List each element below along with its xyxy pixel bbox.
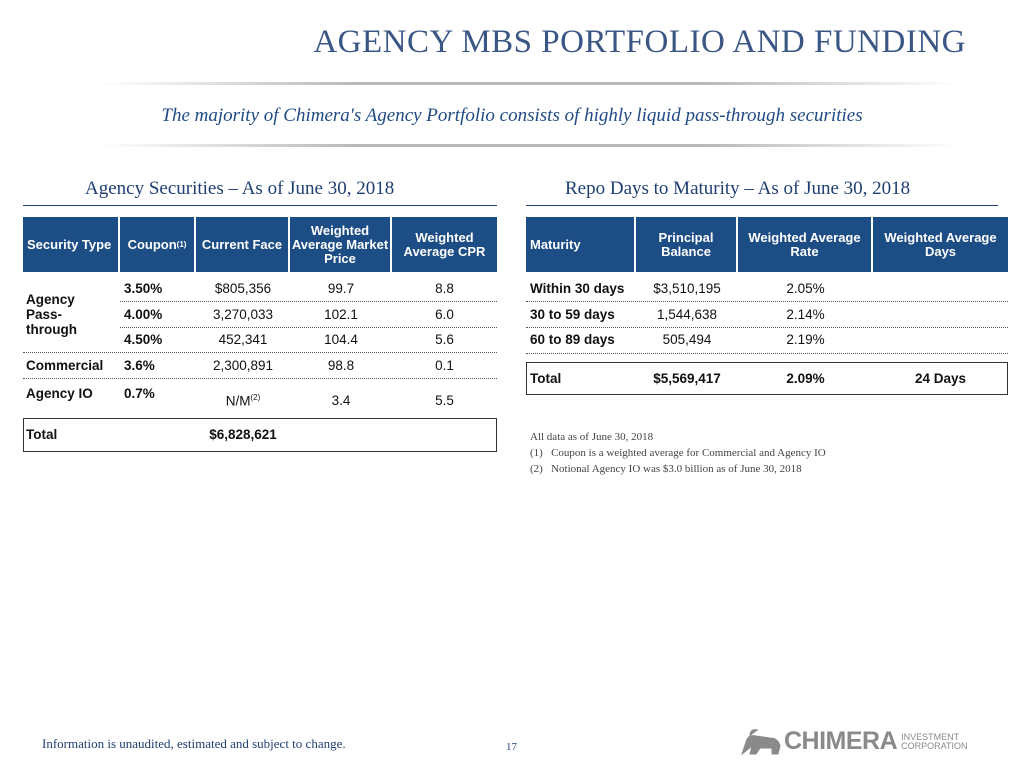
- balance: $3,510,195: [653, 281, 721, 296]
- chimera-lion-icon: [740, 728, 781, 755]
- total-days: 24 Days: [914, 371, 967, 386]
- heading-underline: [23, 205, 497, 206]
- rate: 2.19%: [786, 332, 825, 347]
- total-face: $6,828,621: [209, 427, 277, 442]
- face: $805,356: [214, 281, 272, 296]
- face: N/M(2): [196, 393, 290, 409]
- maturity: 60 to 89 days: [530, 332, 615, 347]
- security-type: Commercial: [26, 358, 104, 373]
- col-principal-balance: Principal Balance: [636, 217, 738, 272]
- balance: 505,494: [662, 332, 712, 347]
- rate: 2.14%: [786, 307, 825, 322]
- footnote-text: Coupon is a weighted average for Commerc…: [551, 447, 826, 459]
- cpr: 5.5: [435, 393, 454, 408]
- balance: 1,544,638: [656, 307, 718, 322]
- maturity: Within 30 days: [530, 281, 625, 296]
- as-of-note: All data as of June 30, 2018: [530, 431, 654, 443]
- face: 452,341: [218, 332, 268, 347]
- cpr: 8.8: [435, 281, 454, 296]
- divider: [100, 82, 960, 85]
- coupon: 3.50%: [124, 281, 163, 296]
- col-market-price: Weighted Average Market Price: [290, 217, 392, 272]
- coupon: 3.6%: [124, 358, 155, 373]
- rate: 2.05%: [786, 281, 825, 296]
- repo-heading: Repo Days to Maturity – As of June 30, 2…: [565, 178, 911, 199]
- footnote-number: (1): [530, 447, 543, 459]
- chimera-logo: CHIMERA INVESTMENT CORPORATION: [740, 727, 968, 756]
- col-coupon: Coupon (1): [120, 217, 196, 272]
- subtitle: The majority of Chimera's Agency Portfol…: [161, 105, 863, 126]
- price: 98.8: [327, 358, 355, 373]
- total-rate: 2.09%: [786, 371, 825, 386]
- coupon: 4.00%: [124, 307, 163, 322]
- price: 99.7: [327, 281, 355, 296]
- row-divider: [526, 301, 1008, 302]
- price: 102.1: [324, 307, 358, 322]
- total-row: [526, 362, 1008, 395]
- footnote-ref: (2): [250, 393, 261, 402]
- col-days: Weighted Average Days: [873, 217, 1008, 272]
- page-title: AGENCY MBS PORTFOLIO AND FUNDING: [313, 24, 966, 60]
- agency-securities-heading: Agency Securities – As of June 30, 2018: [85, 178, 395, 199]
- footnote-number: (2): [530, 463, 543, 475]
- security-type: Agency IO: [26, 386, 93, 401]
- price: 104.4: [324, 332, 358, 347]
- total-row: [23, 418, 497, 452]
- logo-subtext: INVESTMENT CORPORATION: [901, 731, 968, 751]
- disclaimer: Information is unaudited, estimated and …: [42, 736, 346, 751]
- col-maturity: Maturity: [526, 217, 636, 272]
- group-label: Agency Pass-through: [26, 292, 77, 337]
- heading-underline: [526, 205, 998, 206]
- footnote-text: Notional Agency IO was $3.0 billion as o…: [551, 463, 802, 475]
- coupon: 4.50%: [124, 332, 163, 347]
- col-cpr: Weighted Average CPR: [392, 217, 497, 272]
- divider: [100, 144, 960, 147]
- maturity: 30 to 59 days: [530, 307, 615, 322]
- cpr: 6.0: [435, 307, 454, 322]
- face-value: N/M: [225, 393, 251, 409]
- footnote-1: (1) Coupon is a weighted average for Com…: [530, 447, 826, 459]
- footnote-2: (2) Notional Agency IO was $3.0 billion …: [530, 463, 802, 475]
- col-coupon-label: Coupon: [127, 236, 177, 252]
- col-current-face: Current Face: [196, 217, 290, 272]
- page-number: 17: [506, 741, 517, 753]
- footnote-ref: (1): [176, 239, 187, 249]
- row-divider: [526, 327, 1008, 328]
- coupon: 0.7%: [124, 386, 155, 401]
- row-divider: [120, 301, 497, 302]
- row-divider: [526, 353, 1008, 354]
- logo-text: CHIMERA: [784, 727, 898, 755]
- price: 3.4: [331, 393, 351, 408]
- col-security-type: Security Type: [23, 217, 120, 272]
- cpr: 5.6: [435, 332, 454, 347]
- col-rate: Weighted Average Rate: [738, 217, 873, 272]
- face: 3,270,033: [212, 307, 274, 322]
- row-divider: [23, 378, 497, 379]
- face: 2,300,891: [212, 358, 274, 373]
- total-label: Total: [26, 427, 58, 442]
- row-divider: [120, 327, 497, 328]
- logo-sub2: CORPORATION: [901, 740, 968, 751]
- logo-sub1: INVESTMENT: [901, 731, 960, 742]
- total-label: Total: [530, 371, 562, 386]
- row-divider: [23, 352, 497, 353]
- total-balance: $5,569,417: [653, 371, 721, 386]
- cpr: 0.1: [435, 358, 454, 373]
